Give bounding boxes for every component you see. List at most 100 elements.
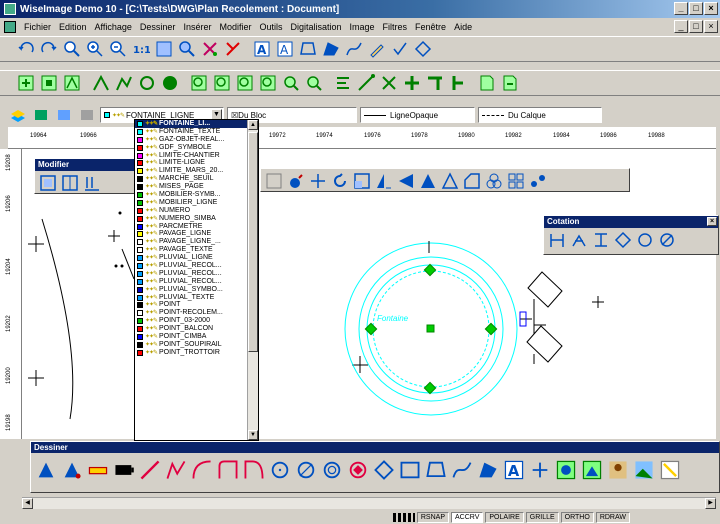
raster-transform-icon[interactable] <box>379 73 399 93</box>
spline-draw-icon[interactable] <box>451 459 473 481</box>
layer-list-item[interactable]: ✦✦✎ POINT_03-2000 <box>135 317 258 325</box>
zoom-out-icon[interactable] <box>108 39 128 59</box>
layer-list-item[interactable]: ✦✦✎ GAZ-OBJET-REAL... <box>135 136 258 144</box>
ellipse-icon[interactable] <box>347 459 369 481</box>
layer-list-item[interactable]: ✦✦✎ LIMITE-LIGNE <box>135 159 258 167</box>
menu-filtres[interactable]: Filtres <box>382 21 408 32</box>
block-icon[interactable] <box>555 459 577 481</box>
mdi-close-button[interactable]: × <box>704 20 718 33</box>
status-polaire[interactable]: POLAIRE <box>485 512 524 523</box>
menu-image[interactable]: Image <box>349 21 375 32</box>
raster-step-icon[interactable] <box>448 73 468 93</box>
layer-list-item[interactable]: ✦✦✎ NUMERO <box>135 207 258 215</box>
linetype-select[interactable]: LigneOpaque <box>360 107 475 123</box>
lengthen-icon[interactable] <box>397 172 415 190</box>
status-rsnap[interactable]: RSNAP <box>416 512 449 523</box>
layer-list-item[interactable]: ✦✦✎ NUMERO_SIMBA <box>135 215 258 223</box>
cut-icon[interactable] <box>200 39 220 59</box>
raster-doc1-icon[interactable] <box>477 73 497 93</box>
status-rdraw[interactable]: RDRAW <box>595 512 630 523</box>
radius-dimension-icon[interactable] <box>636 231 654 249</box>
menu-dessiner[interactable]: Dessiner <box>139 21 176 32</box>
check-icon[interactable] <box>390 39 410 59</box>
grip-points[interactable] <box>364 263 498 395</box>
raster-zoom6-icon[interactable] <box>304 73 324 93</box>
scale-icon[interactable] <box>353 172 371 190</box>
raster-line-icon[interactable] <box>91 73 111 93</box>
layer-list-item[interactable]: ✦✦✎ MARCHE_SEUIL <box>135 175 258 183</box>
image-icon[interactable] <box>633 459 655 481</box>
polyline-icon[interactable] <box>165 459 187 481</box>
layer-list-item[interactable]: ✦✦✎ GDF_SYMBOLE <box>135 144 258 152</box>
layer-list-item[interactable]: ✦✦✎ MOBILIER-SYMB... <box>135 191 258 199</box>
redo-icon[interactable] <box>39 39 59 59</box>
layer-state-icon[interactable] <box>31 105 51 125</box>
status-ortho[interactable]: ORTHO <box>560 512 594 523</box>
line-icon[interactable] <box>139 459 161 481</box>
attribute-icon[interactable] <box>607 459 629 481</box>
doc-icon[interactable] <box>4 20 16 33</box>
diamond-shape-icon[interactable] <box>373 459 395 481</box>
erase-icon[interactable] <box>223 39 243 59</box>
layer-list-item[interactable]: ✦✦✎ PAVAGE_LIGNE_... <box>135 238 258 246</box>
layer-list-item[interactable]: ✦✦✎ FONTAINE_LI... <box>135 120 258 128</box>
zoom-realtime-icon[interactable] <box>62 39 82 59</box>
scroll-down-arrow-icon[interactable]: ▼ <box>248 430 258 440</box>
status-accrv[interactable]: ACCRV <box>451 512 484 523</box>
layer-list-item[interactable]: ✦✦✎ POINT_BALCON <box>135 325 258 333</box>
dropdown-scrollbar[interactable]: ▲ ▼ <box>247 120 258 440</box>
mdi-minimize-button[interactable]: _ <box>674 20 688 33</box>
zoom-1to1-icon[interactable]: 1:1 <box>131 39 151 59</box>
ordinate-dimension-icon[interactable] <box>592 231 610 249</box>
menu-inserer[interactable]: Insérer <box>183 21 212 32</box>
offset-icon[interactable] <box>83 174 101 192</box>
point-icon[interactable] <box>529 459 551 481</box>
raster-plus-icon[interactable] <box>402 73 422 93</box>
close-icon[interactable]: × <box>707 217 717 226</box>
copy-icon[interactable] <box>39 174 57 192</box>
layer-list-item[interactable]: ✦✦✎ MOBILIER_LIGNE <box>135 199 258 207</box>
menu-fichier[interactable]: Fichier <box>24 21 52 32</box>
undo-icon[interactable] <box>16 39 36 59</box>
raster-curve-icon[interactable] <box>356 73 376 93</box>
pen-tool2-icon[interactable] <box>61 459 83 481</box>
scroll-up-arrow-icon[interactable]: ▲ <box>248 120 258 130</box>
circle-tan-icon[interactable] <box>321 459 343 481</box>
raster-circle-icon[interactable] <box>137 73 157 93</box>
scroll-left-arrow-icon[interactable]: ◀ <box>22 498 33 509</box>
extend-icon[interactable] <box>441 172 459 190</box>
layer-list-item[interactable]: ✦✦✎ PAVAGE_TEXTE <box>135 246 258 254</box>
pen-tool-icon[interactable] <box>35 459 57 481</box>
zoom-in-icon[interactable] <box>85 39 105 59</box>
layer-previous-icon[interactable] <box>54 105 74 125</box>
raster-zoom2-icon[interactable] <box>212 73 232 93</box>
text-a-icon[interactable]: A <box>252 39 272 59</box>
layer-list-item[interactable]: ✦✦✎ PARCMETRE <box>135 223 258 231</box>
box-icon[interactable] <box>265 172 283 190</box>
circle-icon[interactable] <box>269 459 291 481</box>
rectangle-icon[interactable] <box>399 459 421 481</box>
raster-doc2-icon[interactable] <box>500 73 520 93</box>
trim-icon[interactable] <box>419 172 437 190</box>
text-frame-icon[interactable]: A <box>275 39 295 59</box>
diamond-icon[interactable] <box>413 39 433 59</box>
layer-list-item[interactable]: ✦✦✎ LIMITE-CHANTIER <box>135 152 258 160</box>
ole-object-icon[interactable] <box>659 459 681 481</box>
layer-list-item[interactable]: ✦✦✎ LIMITE_MARS_20... <box>135 167 258 175</box>
layer-list-item[interactable]: ✦✦✎ PLUVIAL_RECOL... <box>135 270 258 278</box>
maximize-button[interactable]: □ <box>689 2 703 15</box>
diameter-dimension-icon[interactable] <box>658 231 676 249</box>
raster-fill-icon[interactable] <box>160 73 180 93</box>
stretch-icon[interactable] <box>375 172 393 190</box>
join-icon[interactable] <box>529 172 547 190</box>
menu-digitalisation[interactable]: Digitalisation <box>290 21 342 32</box>
scroll-thumb[interactable] <box>248 132 258 352</box>
rotate-icon[interactable] <box>331 172 349 190</box>
raster-zoom4-icon[interactable] <box>258 73 278 93</box>
scroll-right-arrow-icon[interactable]: ▶ <box>705 498 716 509</box>
mdi-restore-button[interactable]: □ <box>689 20 703 33</box>
raster-zoom1-icon[interactable] <box>189 73 209 93</box>
layer-iso-icon[interactable] <box>77 105 97 125</box>
array-icon[interactable] <box>507 172 525 190</box>
layer-manager-icon[interactable] <box>8 105 28 125</box>
